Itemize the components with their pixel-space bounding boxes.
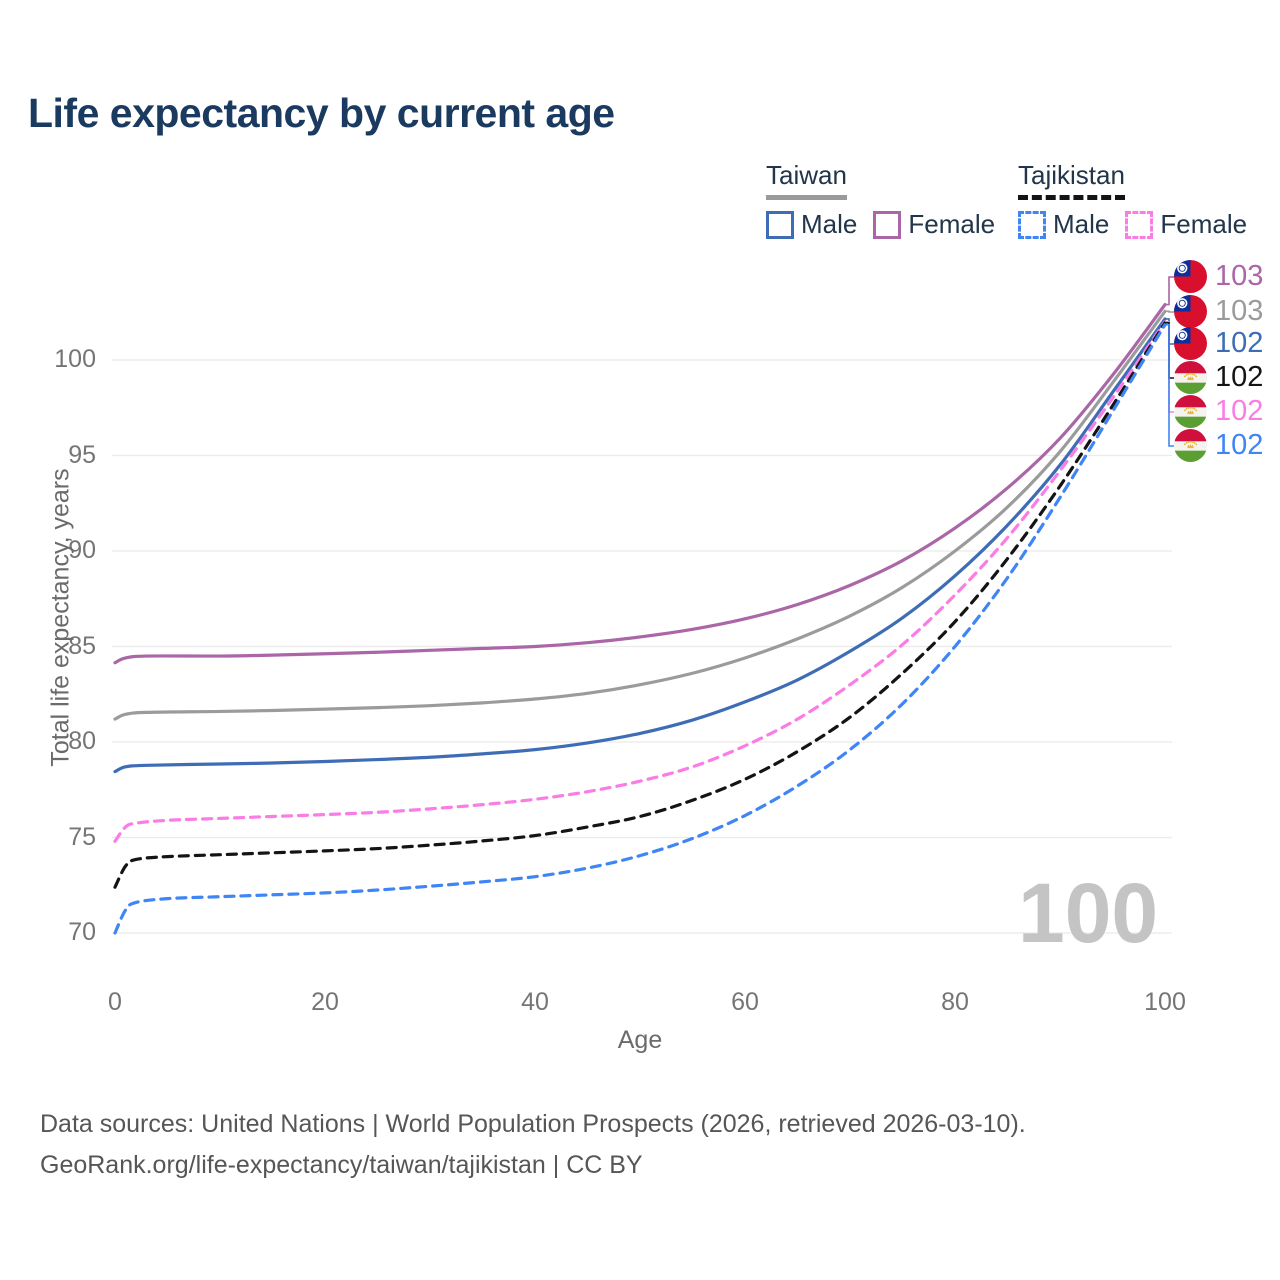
- leader-line-taiwan-male: [1165, 318, 1174, 345]
- taiwan-flag-icon: [1174, 327, 1207, 360]
- leader-line-tajikistan-female: [1165, 321, 1174, 413]
- legend-group-tajikistan: Tajikistan Male Female: [1018, 160, 1247, 240]
- taiwan-female-swatch-icon: [873, 210, 902, 239]
- end-label-value: 102: [1215, 395, 1264, 427]
- end-label-row-taiwan-all: 103: [1174, 295, 1263, 328]
- tajikistan-flag-icon: [1174, 361, 1207, 394]
- series-line-taiwan-all: [113, 309, 1167, 721]
- x-tick-label: 40: [521, 988, 549, 1016]
- end-label-value: 102: [1215, 327, 1264, 359]
- end-label-row-taiwan-female: 103: [1174, 260, 1263, 293]
- data-sources-line: Data sources: United Nations | World Pop…: [40, 1110, 1026, 1138]
- legend-group-taiwan: Taiwan Male Female: [766, 160, 995, 240]
- taiwan-flag-icon: [1174, 260, 1207, 293]
- y-tick-label: 75: [68, 822, 96, 851]
- leader-line-tajikistan-male: [1165, 323, 1174, 447]
- tajikistan-flag-icon: [1174, 429, 1207, 462]
- end-label-row-tajikistan-all: 102: [1174, 361, 1263, 394]
- x-tick-label: 60: [731, 988, 759, 1016]
- x-tick-label: 0: [108, 988, 122, 1016]
- end-label-row-tajikistan-male: 102: [1174, 429, 1263, 462]
- leader-line-taiwan-female: [1165, 276, 1174, 306]
- leader-line-taiwan-all: [1165, 310, 1174, 313]
- series-line-tajikistan-all: [113, 321, 1167, 889]
- legend-country-taiwan[interactable]: Taiwan: [766, 160, 847, 200]
- chart-title: Life expectancy by current age: [28, 90, 615, 136]
- attribution-line: GeoRank.org/life-expectancy/taiwan/tajik…: [40, 1151, 643, 1179]
- y-tick-label: 80: [68, 727, 96, 755]
- tajikistan-male-swatch-icon: [1018, 210, 1046, 239]
- y-axis-title: Total life expectancy, years: [46, 468, 75, 767]
- end-label-value: 103: [1215, 295, 1264, 327]
- taiwan-flag-icon: [1174, 295, 1207, 328]
- legend-label-taiwan-female: Female: [908, 209, 996, 239]
- series-line-taiwan-male: [113, 317, 1167, 774]
- end-label-row-taiwan-male: 102: [1174, 327, 1263, 360]
- y-tick-label: 95: [68, 440, 96, 469]
- taiwan-male-swatch-icon: [766, 210, 794, 239]
- x-tick-label: 20: [311, 988, 339, 1016]
- series-line-tajikistan-female: [113, 320, 1167, 843]
- y-tick-label: 90: [68, 536, 96, 564]
- legend-label-tajikistan-female: Female: [1160, 209, 1248, 239]
- series-line-taiwan-female: [113, 303, 1167, 665]
- end-label-value: 102: [1215, 429, 1264, 461]
- end-label-value: 103: [1215, 260, 1264, 292]
- x-tick-label: 80: [941, 988, 969, 1016]
- leader-line-tajikistan-all: [1165, 321, 1174, 379]
- y-tick-label: 100: [54, 345, 96, 373]
- series-line-tajikistan-male: [113, 323, 1167, 935]
- legend-item-taiwan-female[interactable]: Female: [873, 209, 995, 240]
- tajikistan-female-swatch-icon: [1125, 210, 1154, 239]
- legend-label-taiwan-male: Male: [801, 209, 858, 239]
- x-axis-title: Age: [617, 1026, 663, 1054]
- legend-item-tajikistan-female[interactable]: Female: [1125, 209, 1247, 240]
- legend-item-tajikistan-male[interactable]: Male: [1018, 209, 1109, 240]
- tajikistan-flag-icon: [1174, 395, 1207, 428]
- legend-item-taiwan-male[interactable]: Male: [766, 209, 857, 240]
- legend-label-tajikistan-male: Male: [1053, 209, 1110, 239]
- legend-country-tajikistan[interactable]: Tajikistan: [1018, 160, 1125, 200]
- y-tick-label: 70: [68, 918, 96, 946]
- end-label-row-tajikistan-female: 102: [1174, 395, 1263, 428]
- y-tick-label: 85: [68, 631, 96, 660]
- x-tick-label: 100: [1144, 988, 1186, 1016]
- end-label-value: 102: [1215, 361, 1264, 393]
- age-watermark: 100: [1018, 866, 1158, 960]
